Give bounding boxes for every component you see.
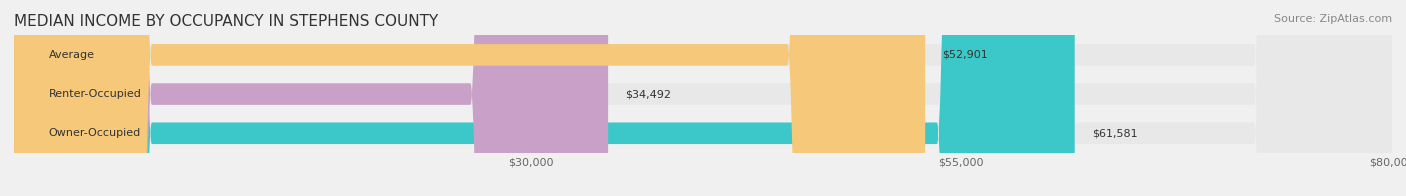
FancyBboxPatch shape — [14, 0, 925, 196]
Text: Source: ZipAtlas.com: Source: ZipAtlas.com — [1274, 14, 1392, 24]
Text: Average: Average — [48, 50, 94, 60]
Text: Owner-Occupied: Owner-Occupied — [48, 128, 141, 138]
FancyBboxPatch shape — [14, 0, 1392, 196]
FancyBboxPatch shape — [14, 0, 1392, 196]
FancyBboxPatch shape — [14, 0, 1074, 196]
Text: MEDIAN INCOME BY OCCUPANCY IN STEPHENS COUNTY: MEDIAN INCOME BY OCCUPANCY IN STEPHENS C… — [14, 14, 439, 29]
FancyBboxPatch shape — [14, 0, 609, 196]
Text: $61,581: $61,581 — [1092, 128, 1137, 138]
Text: $34,492: $34,492 — [626, 89, 671, 99]
Text: $52,901: $52,901 — [942, 50, 988, 60]
FancyBboxPatch shape — [14, 0, 1392, 196]
Text: Renter-Occupied: Renter-Occupied — [48, 89, 142, 99]
